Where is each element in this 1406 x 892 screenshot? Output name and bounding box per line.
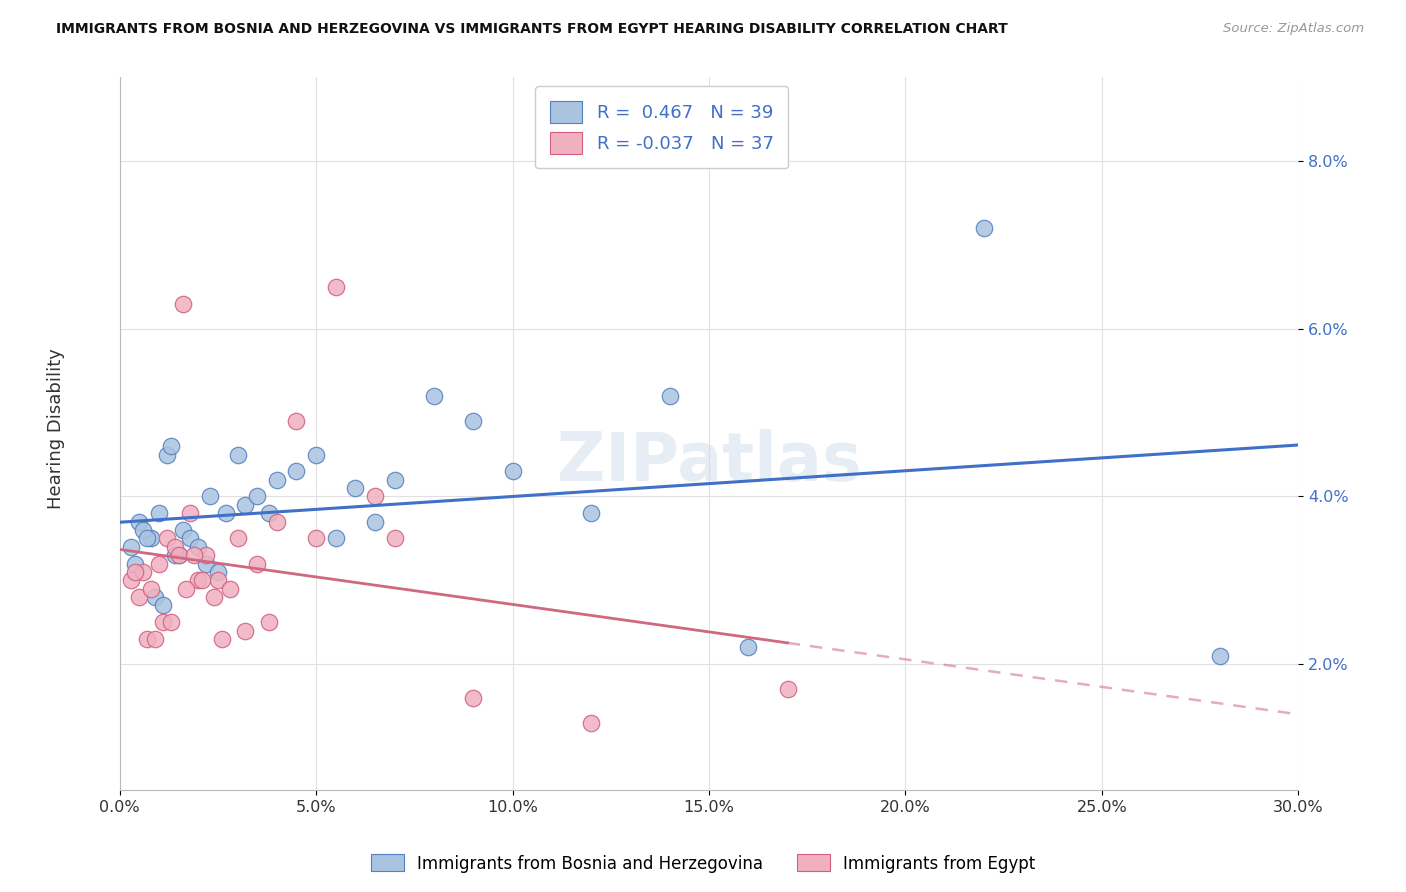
- Point: [285, 464, 308, 478]
- Point: [1209, 648, 1232, 663]
- Point: [364, 515, 387, 529]
- Point: [120, 540, 142, 554]
- Point: [423, 389, 446, 403]
- Point: [163, 548, 186, 562]
- Point: [266, 473, 288, 487]
- Point: [124, 565, 146, 579]
- Point: [207, 574, 229, 588]
- Point: [156, 448, 179, 462]
- Point: [325, 532, 347, 546]
- Text: IMMIGRANTS FROM BOSNIA AND HERZEGOVINA VS IMMIGRANTS FROM EGYPT HEARING DISABILI: IMMIGRANTS FROM BOSNIA AND HERZEGOVINA V…: [56, 22, 1008, 37]
- Text: Hearing Disability: Hearing Disability: [48, 348, 65, 508]
- Point: [218, 582, 240, 596]
- Point: [167, 548, 190, 562]
- Point: [143, 590, 166, 604]
- Point: [226, 532, 249, 546]
- Point: [325, 280, 347, 294]
- Point: [148, 557, 170, 571]
- Point: [235, 498, 257, 512]
- Point: [176, 582, 198, 596]
- Point: [139, 582, 162, 596]
- Point: [132, 565, 155, 579]
- Point: [207, 565, 229, 579]
- Point: [579, 506, 602, 520]
- Point: [502, 464, 524, 478]
- Point: [179, 506, 201, 520]
- Point: [191, 574, 214, 588]
- Point: [305, 448, 328, 462]
- Point: [139, 532, 162, 546]
- Point: [285, 414, 308, 428]
- Point: [384, 532, 406, 546]
- Point: [187, 540, 209, 554]
- Point: [152, 615, 174, 630]
- Point: [148, 506, 170, 520]
- Point: [384, 473, 406, 487]
- Text: Source: ZipAtlas.com: Source: ZipAtlas.com: [1223, 22, 1364, 36]
- Point: [179, 532, 201, 546]
- Point: [163, 540, 186, 554]
- Point: [128, 515, 150, 529]
- Legend: R =  0.467   N = 39, R = -0.037   N = 37: R = 0.467 N = 39, R = -0.037 N = 37: [536, 87, 789, 169]
- Point: [226, 448, 249, 462]
- Text: ZIPatlas: ZIPatlas: [557, 429, 862, 495]
- Point: [658, 389, 681, 403]
- Point: [973, 221, 995, 235]
- Point: [195, 557, 218, 571]
- Point: [132, 523, 155, 537]
- Point: [167, 548, 190, 562]
- Point: [120, 574, 142, 588]
- Point: [305, 532, 328, 546]
- Point: [463, 690, 485, 705]
- Point: [136, 532, 159, 546]
- Point: [172, 523, 194, 537]
- Point: [183, 548, 205, 562]
- Point: [266, 515, 288, 529]
- Point: [246, 557, 269, 571]
- Point: [344, 481, 367, 495]
- Point: [246, 490, 269, 504]
- Point: [579, 715, 602, 730]
- Point: [364, 490, 387, 504]
- Point: [211, 632, 233, 646]
- Point: [776, 682, 799, 697]
- Point: [152, 599, 174, 613]
- Legend: Immigrants from Bosnia and Herzegovina, Immigrants from Egypt: Immigrants from Bosnia and Herzegovina, …: [364, 847, 1042, 880]
- Point: [235, 624, 257, 638]
- Point: [202, 590, 225, 604]
- Point: [136, 632, 159, 646]
- Point: [124, 557, 146, 571]
- Point: [257, 615, 280, 630]
- Point: [463, 414, 485, 428]
- Point: [159, 615, 181, 630]
- Point: [172, 297, 194, 311]
- Point: [159, 439, 181, 453]
- Point: [187, 574, 209, 588]
- Point: [215, 506, 238, 520]
- Point: [128, 590, 150, 604]
- Point: [156, 532, 179, 546]
- Point: [257, 506, 280, 520]
- Point: [143, 632, 166, 646]
- Point: [195, 548, 218, 562]
- Point: [198, 490, 221, 504]
- Point: [737, 640, 759, 655]
